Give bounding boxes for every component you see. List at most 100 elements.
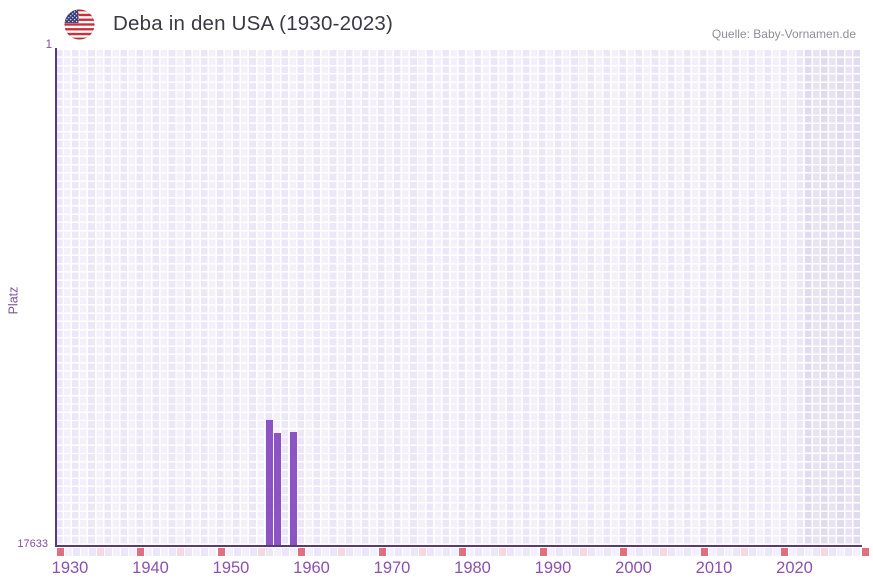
year-cell-2009 (692, 548, 700, 556)
year-cell-1959 (289, 548, 297, 556)
half-decade-tick-1955 (257, 548, 265, 556)
x-tick-label-1940: 1940 (132, 559, 169, 577)
year-cell-1938 (120, 548, 128, 556)
decade-tick-1980 (459, 548, 466, 556)
year-cell-1962 (314, 548, 322, 556)
year-cell-1993 (563, 548, 571, 556)
year-cell-1961 (306, 548, 314, 556)
year-cell-1968 (362, 548, 370, 556)
year-cell-1984 (491, 548, 499, 556)
year-cell-1953 (241, 548, 249, 556)
year-cell-1977 (434, 548, 442, 556)
y-axis-title: Platz (6, 286, 21, 315)
year-cell-1988 (523, 548, 531, 556)
year-cell-1951 (225, 548, 233, 556)
x-tick-label-2010: 2010 (695, 559, 733, 577)
bar-1959[interactable] (289, 431, 297, 545)
year-cell-2011 (708, 548, 716, 556)
year-cell-2007 (676, 548, 684, 556)
decade-tick-1930 (56, 548, 64, 556)
year-cell-1963 (322, 548, 330, 556)
year-cell-2019 (772, 548, 780, 556)
year-cell-1949 (209, 548, 217, 556)
half-decade-tick-1935 (96, 548, 104, 556)
year-cell-1936 (104, 548, 112, 556)
year-cell-2021 (789, 548, 797, 556)
half-decade-tick-1995 (579, 548, 587, 556)
x-tick-label-1960: 1960 (293, 559, 330, 577)
year-cell-2029 (853, 548, 861, 556)
bar-1957[interactable] (273, 432, 281, 545)
decade-tick-2020 (781, 548, 788, 556)
year-cell-1994 (571, 548, 579, 556)
y-axis-top-tick: 1 (45, 39, 52, 51)
x-tick-label-2000: 2000 (615, 559, 652, 577)
year-cell-1931 (64, 548, 72, 556)
year-cell-1942 (153, 548, 161, 556)
year-cell-2024 (813, 548, 821, 556)
year-cell-2002 (636, 548, 644, 556)
year-cell-1943 (161, 548, 169, 556)
year-cell-1958 (281, 548, 289, 556)
year-cell-2018 (764, 548, 772, 556)
year-cell-1933 (80, 548, 88, 556)
half-decade-tick-2005 (660, 548, 668, 556)
y-axis-line (55, 48, 57, 547)
year-cell-1972 (394, 548, 402, 556)
decade-tick-1940 (137, 548, 144, 556)
year-cell-1967 (354, 548, 362, 556)
year-cell-1999 (611, 548, 619, 556)
year-cell-1998 (603, 548, 611, 556)
year-cell-1944 (169, 548, 177, 556)
year-cell-1997 (595, 548, 603, 556)
year-cell-1934 (88, 548, 96, 556)
year-cell-1973 (402, 548, 410, 556)
year-cell-2016 (748, 548, 756, 556)
year-cell-1996 (587, 548, 595, 556)
year-cell-1957 (273, 548, 281, 556)
year-cell-1939 (128, 548, 136, 556)
x-tick-label-2020: 2020 (776, 559, 813, 577)
year-cell-1978 (442, 548, 450, 556)
year-cell-1971 (386, 548, 394, 556)
year-cell-1982 (475, 548, 483, 556)
decade-tick-1960 (298, 548, 305, 556)
year-cell-2028 (845, 548, 853, 556)
year-cell-2008 (684, 548, 692, 556)
x-tick-label-1970: 1970 (373, 559, 411, 577)
chart-title: Deba in den USA (1930-2023) (113, 12, 394, 35)
year-cell-1991 (547, 548, 555, 556)
half-decade-tick-2015 (740, 548, 748, 556)
year-cell-1989 (531, 548, 539, 556)
x-tick-label-1980: 1980 (454, 559, 491, 577)
decade-tick-2000 (620, 548, 627, 556)
year-cell-1986 (507, 548, 515, 556)
half-decade-tick-1985 (499, 548, 507, 556)
year-cell-2026 (829, 548, 837, 556)
year-cell-1979 (450, 548, 458, 556)
year-cell-1987 (515, 548, 523, 556)
half-decade-tick-1945 (177, 548, 185, 556)
year-cell-1983 (483, 548, 491, 556)
year-cell-1932 (72, 548, 80, 556)
year-cell-1964 (330, 548, 338, 556)
year-cell-1969 (370, 548, 378, 556)
year-cell-1976 (426, 548, 434, 556)
year-cell-1952 (233, 548, 241, 556)
decade-tick-1990 (539, 548, 547, 556)
year-cell-1954 (249, 548, 257, 556)
usa-flag-icon (64, 9, 95, 40)
year-cell-2012 (716, 548, 724, 556)
year-cell-2001 (628, 548, 636, 556)
year-cell-2006 (668, 548, 676, 556)
decade-tick-2010 (700, 548, 708, 556)
year-cell-1966 (346, 548, 354, 556)
year-cell-1937 (112, 548, 120, 556)
bar-1956[interactable] (265, 419, 273, 545)
year-cell-1941 (145, 548, 153, 556)
decade-tick-1950 (217, 548, 225, 556)
year-cell-2003 (644, 548, 652, 556)
year-cell-2014 (732, 548, 740, 556)
year-cell-2004 (652, 548, 660, 556)
year-cell-2022 (797, 548, 805, 556)
